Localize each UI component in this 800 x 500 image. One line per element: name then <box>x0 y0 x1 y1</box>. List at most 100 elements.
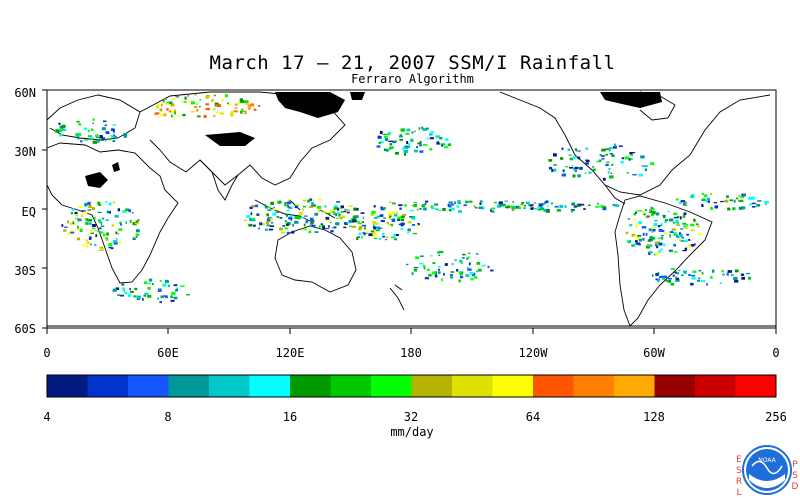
rain-pixel <box>518 206 522 210</box>
lat-label-60n: 60N <box>14 86 36 100</box>
rain-pixel <box>227 103 232 106</box>
rain-pixel <box>245 102 249 105</box>
rain-pixel <box>196 108 199 112</box>
rain-pixel <box>97 230 102 233</box>
rain-pixel <box>181 100 183 103</box>
rain-pixel <box>670 282 675 286</box>
rain-pixel <box>635 240 638 243</box>
rain-pixel <box>248 107 251 110</box>
rain-pixel <box>224 94 228 98</box>
rain-pixel <box>620 161 624 164</box>
rain-pixel <box>675 219 679 223</box>
rain-pixel <box>256 213 260 216</box>
rain-pixel <box>349 225 352 228</box>
rain-pixel <box>199 99 202 101</box>
rain-pixel <box>101 248 104 251</box>
rain-pixel <box>91 137 95 140</box>
rain-pixel <box>373 205 376 208</box>
rain-pixel <box>90 243 92 246</box>
rain-pixel <box>429 133 433 136</box>
rain-pixel <box>124 291 128 295</box>
rain-pixel <box>330 230 334 233</box>
rain-pixel <box>729 199 733 202</box>
rain-pixel <box>321 225 325 227</box>
rain-pixel <box>655 212 660 216</box>
rain-pixel <box>239 98 243 100</box>
rain-pixel <box>655 272 659 277</box>
rain-pixel <box>112 136 117 138</box>
rain-pixel <box>61 128 67 131</box>
rain-pixel <box>99 246 103 249</box>
rain-pixel <box>295 204 299 206</box>
rain-pixel <box>251 218 256 222</box>
rain-pixel <box>397 216 402 220</box>
rain-pixel <box>118 241 122 244</box>
rain-pixel <box>388 217 392 220</box>
rain-pixel <box>640 155 645 159</box>
rain-pixel <box>280 231 286 234</box>
rain-pixel <box>142 298 144 301</box>
rain-pixel <box>635 242 640 245</box>
rain-pixel <box>673 233 677 236</box>
rain-pixel <box>693 243 696 246</box>
colorbar-swatch <box>128 375 169 397</box>
rain-pixel <box>419 150 424 153</box>
rain-pixel <box>166 101 171 104</box>
rain-pixel <box>89 229 92 233</box>
lat-label-30n: 30N <box>14 145 36 159</box>
rain-pixel <box>399 134 402 137</box>
rain-pixel <box>100 139 105 141</box>
rain-pixel <box>608 149 611 152</box>
rain-pixel <box>682 222 687 225</box>
rain-pixel <box>92 140 97 144</box>
rain-pixel <box>741 276 745 280</box>
rain-pixel <box>400 228 404 230</box>
rain-pixel <box>682 203 686 206</box>
rain-pixel <box>345 222 350 224</box>
lon-label-120w: 120W <box>518 346 548 360</box>
rain-pixel <box>638 173 643 177</box>
rain-pixel <box>546 209 550 213</box>
rain-pixel <box>334 204 338 208</box>
colorbar-swatch <box>735 375 777 397</box>
colorbar-label-4: 4 <box>43 410 51 424</box>
rain-pixel <box>406 141 409 145</box>
rain-pixel <box>302 228 306 231</box>
rain-pixel <box>109 210 111 214</box>
rain-pixel <box>627 172 630 174</box>
rain-pixel <box>638 221 643 225</box>
rain-pixel <box>435 208 439 210</box>
rain-pixel <box>741 206 746 210</box>
rain-pixel <box>554 205 559 208</box>
rain-pixel <box>644 168 648 172</box>
rain-pixel <box>447 143 452 147</box>
rain-pixel <box>101 137 105 140</box>
rain-pixel <box>502 203 506 207</box>
rain-pixel <box>81 210 86 212</box>
rain-pixel <box>747 276 751 280</box>
rain-pixel <box>219 112 224 115</box>
rain-pixel <box>661 234 664 237</box>
rain-pixel <box>96 140 100 143</box>
rain-pixel <box>646 215 650 218</box>
rain-pixel <box>103 120 107 123</box>
rain-pixel <box>173 296 178 300</box>
rain-pixel <box>247 104 251 108</box>
rain-pixel <box>382 133 387 135</box>
rain-pixel <box>671 228 676 231</box>
chart-subtitle: Ferraro Algorithm <box>351 72 474 86</box>
rain-pixel <box>119 294 124 297</box>
rain-pixel <box>84 202 88 205</box>
lat-label-60s: 60S <box>14 322 36 336</box>
rain-pixel <box>85 221 89 225</box>
rain-pixel <box>161 103 163 107</box>
rain-pixel <box>673 212 678 216</box>
rain-pixel <box>677 216 679 219</box>
rain-pixel <box>613 146 617 149</box>
rain-pixel <box>129 287 131 291</box>
rain-pixel <box>674 271 678 274</box>
rain-pixel <box>263 204 267 207</box>
lon-label-120e: 120E <box>275 346 305 360</box>
lat-label-eq: EQ <box>21 205 36 219</box>
colorbar-swatch <box>249 375 291 397</box>
